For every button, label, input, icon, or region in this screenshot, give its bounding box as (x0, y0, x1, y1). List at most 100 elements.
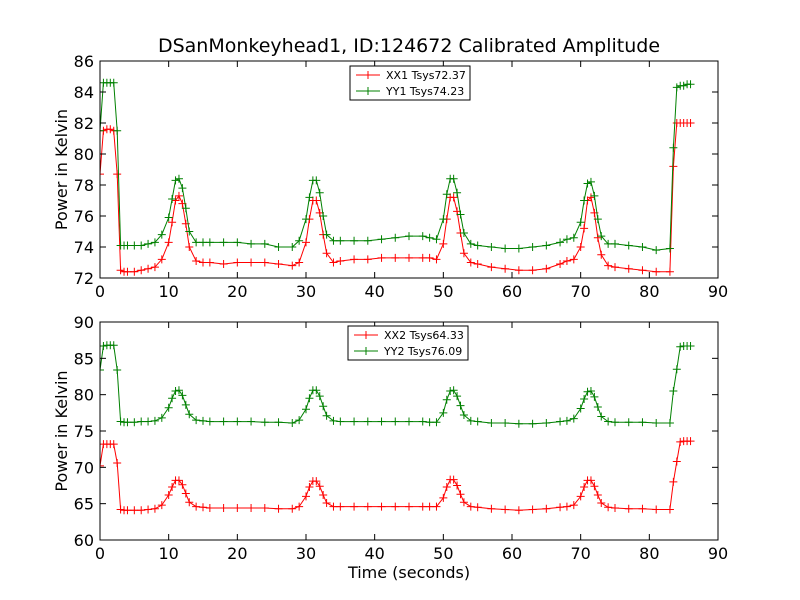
data-point-marker (174, 191, 183, 200)
data-point-marker (652, 267, 661, 276)
data-point-marker (181, 204, 190, 213)
data-point-marker (686, 341, 695, 350)
data-point-marker (624, 264, 633, 273)
data-point-marker (295, 258, 304, 267)
data-point-marker (123, 267, 132, 276)
y-axis-label: Power in Kelvin (52, 109, 71, 230)
data-point-marker (580, 482, 589, 491)
data-point-marker (274, 260, 283, 269)
data-point-marker (150, 238, 159, 247)
data-point-marker (473, 260, 482, 269)
data-point-marker (556, 417, 565, 426)
data-point-marker (100, 365, 104, 374)
data-point-marker (322, 498, 331, 507)
data-point-marker (597, 498, 606, 507)
data-point-marker (576, 492, 585, 501)
data-point-marker (329, 502, 338, 511)
data-point-marker (157, 413, 166, 422)
data-point-marker (604, 261, 613, 270)
data-point-marker (439, 215, 448, 224)
data-point-marker (439, 239, 448, 248)
data-point-marker (199, 503, 207, 512)
data-point-marker (665, 505, 674, 514)
data-point-marker (583, 179, 592, 188)
bottom-subplot: 0 10 20 30 40 50 60 70 80 90 60 65 70 75 80 85 90 Power i… (52, 313, 728, 563)
data-point-marker (144, 417, 153, 426)
y-axis-label: Power in Kelvin (52, 370, 71, 491)
y-tick-label: 60 (74, 531, 94, 550)
data-point-marker (473, 241, 482, 250)
data-point-marker (528, 266, 537, 275)
data-point-marker (137, 417, 146, 426)
y-tick-label: 90 (74, 313, 94, 332)
x-axis-label: Time (seconds) (347, 563, 470, 582)
data-point-marker (432, 255, 441, 264)
data-point-marker (528, 505, 537, 514)
data-point-marker (569, 501, 578, 510)
data-point-marker (453, 392, 462, 401)
data-point-marker (418, 502, 427, 511)
data-point-marker (305, 482, 314, 491)
data-point-marker (185, 410, 194, 419)
data-point-marker (638, 504, 647, 513)
data-point-marker (487, 504, 496, 513)
y-tick-label: 65 (74, 495, 94, 514)
data-point-marker (100, 461, 104, 470)
data-point-marker (319, 212, 328, 220)
y-tick-label: 72 (74, 269, 94, 288)
data-point-marker (315, 188, 324, 197)
data-point-marker (336, 417, 345, 426)
series-line (100, 440, 691, 511)
data-point-marker (363, 255, 372, 264)
legend-label: XX2 Tsys64.33 (384, 329, 464, 342)
data-point-marker (219, 504, 228, 513)
data-point-marker (580, 196, 589, 205)
data-point-marker (219, 238, 228, 247)
data-point-marker (425, 502, 434, 511)
data-point-marker (205, 258, 214, 267)
legend: XX2 Tsys64.33 YY2 Tsys76.09 (347, 325, 469, 361)
data-point-marker (569, 414, 578, 423)
x-tick-label: 10 (158, 544, 178, 563)
data-point-marker (219, 417, 228, 426)
data-point-marker (113, 365, 122, 374)
series-line (100, 344, 691, 425)
data-point-marker (425, 233, 434, 242)
data-point-marker (157, 255, 166, 264)
data-point-marker (312, 176, 321, 185)
y-tick-label: 76 (74, 207, 94, 226)
data-point-marker (329, 236, 338, 245)
data-point-marker (466, 502, 475, 511)
data-point-marker (123, 241, 132, 250)
data-point-marker (150, 504, 159, 513)
data-point-marker (205, 504, 214, 513)
data-point-marker (611, 418, 619, 427)
data-point-marker (665, 419, 674, 428)
x-tick-label: 70 (570, 282, 590, 301)
data-point-marker (164, 238, 173, 247)
y-tick-label: 82 (74, 114, 94, 133)
data-point-marker (405, 502, 413, 511)
x-tick-label: 50 (433, 544, 453, 563)
data-point-marker (247, 258, 256, 267)
data-point-marker (137, 266, 146, 275)
data-point-marker (260, 258, 269, 267)
data-point-marker (586, 193, 595, 202)
data-point-marker (116, 266, 125, 275)
data-point-marker (130, 267, 139, 276)
data-point-marker (192, 502, 201, 511)
data-point-marker (116, 505, 125, 514)
data-point-marker (514, 244, 523, 253)
data-point-marker (597, 250, 606, 259)
data-point-marker (449, 475, 458, 484)
data-point-marker (672, 457, 681, 466)
data-point-marker (391, 417, 400, 426)
data-point-marker (669, 143, 678, 152)
data-point-marker (624, 241, 633, 250)
data-point-marker (449, 386, 458, 395)
x-tick-label: 20 (227, 282, 247, 301)
data-point-marker (295, 236, 304, 245)
data-point-marker (611, 263, 619, 272)
data-point-marker (144, 505, 153, 514)
data-point-marker (100, 170, 104, 179)
